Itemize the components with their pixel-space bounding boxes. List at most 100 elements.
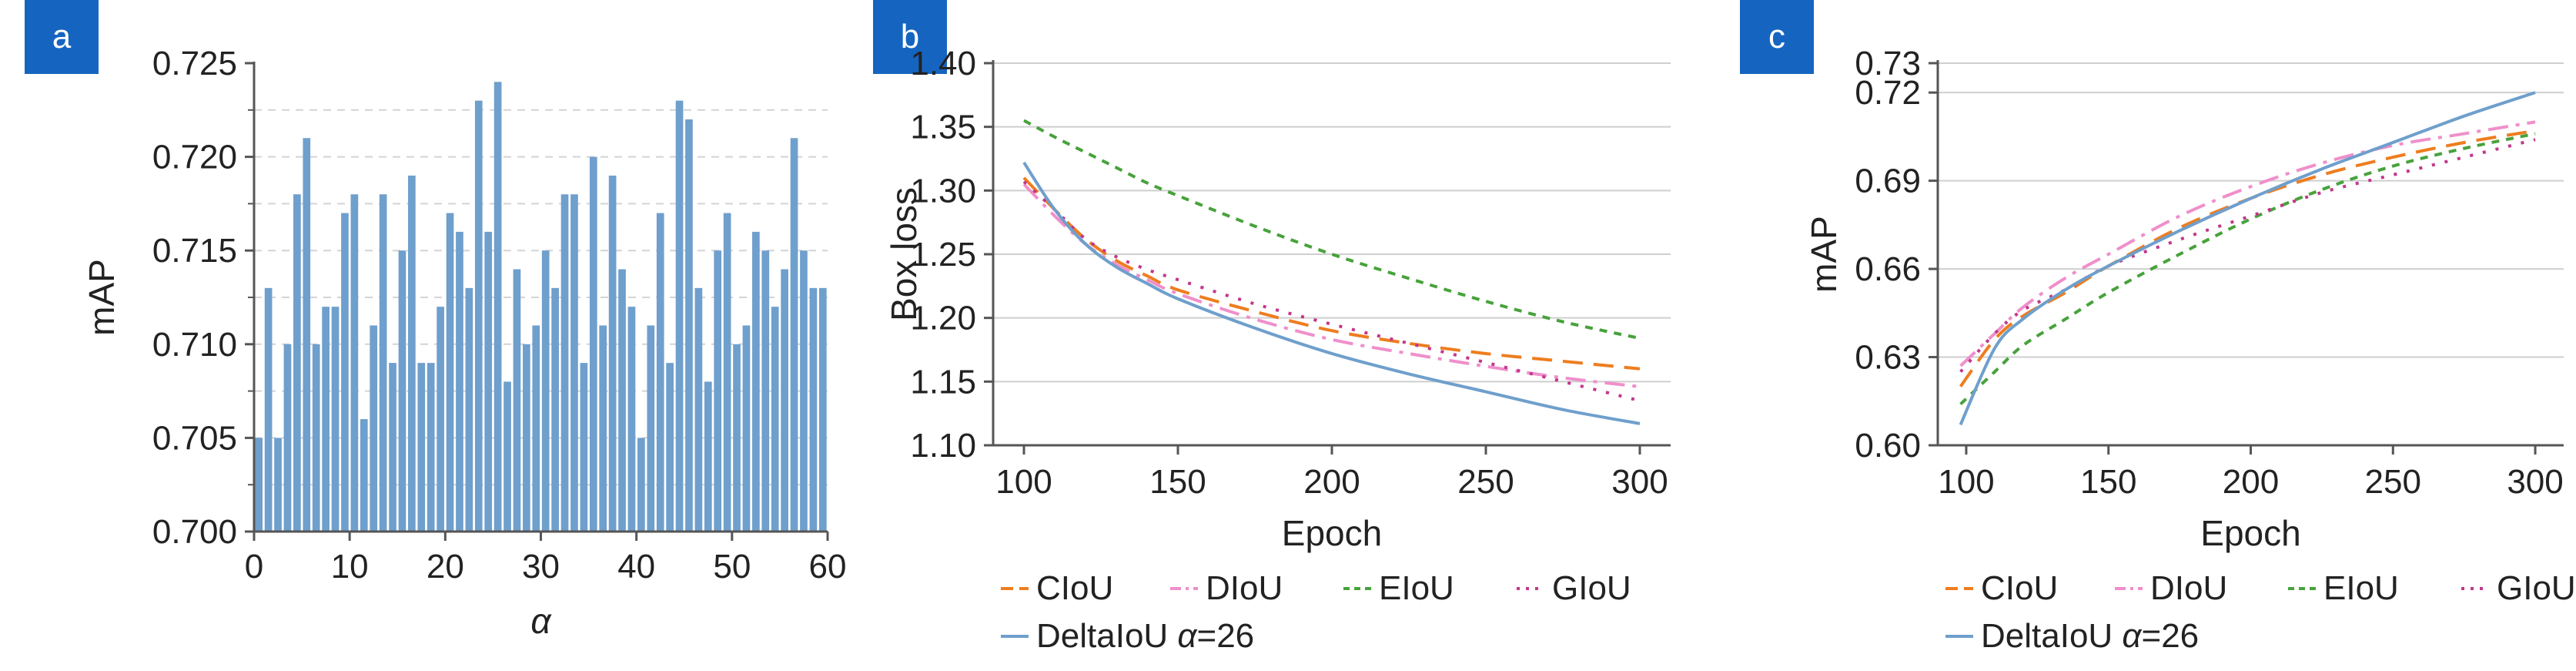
x-tick-label: 250 bbox=[2365, 463, 2421, 501]
series-line-giou bbox=[1959, 138, 2536, 373]
series-line-diou bbox=[1022, 183, 1641, 388]
y-tick-label: 0.69 bbox=[1855, 163, 1921, 200]
legend-label-suffix: =26 bbox=[1197, 617, 1255, 655]
x-tick-label: 30 bbox=[522, 548, 560, 585]
legend-label: DeltaIoU α=26 bbox=[1981, 617, 2199, 655]
bar bbox=[752, 231, 760, 532]
bar bbox=[274, 438, 282, 532]
bar bbox=[293, 194, 301, 532]
series-line-deltaiou bbox=[1959, 91, 2536, 426]
x-tick-label: 150 bbox=[2080, 463, 2136, 501]
x-tick-label: 100 bbox=[1938, 463, 1994, 501]
series-line-ciou bbox=[1022, 176, 1641, 371]
bar bbox=[627, 307, 636, 532]
panel-c: c 0.60 0.63 0.66 0.69 0.72 0.73 100 150 200 250 30… bbox=[1740, 0, 2576, 671]
bar bbox=[456, 231, 463, 532]
legend-label-suffix: =26 bbox=[2142, 617, 2200, 655]
bar bbox=[446, 213, 454, 532]
y-tick-label: 0.705 bbox=[152, 419, 237, 457]
legend-label: DIoU bbox=[2150, 569, 2227, 607]
y-tick-label: 0.60 bbox=[1855, 427, 1921, 465]
bar bbox=[714, 250, 722, 532]
y-tick-label: 1.30 bbox=[910, 172, 976, 210]
y-tick-label: 1.35 bbox=[910, 109, 976, 146]
bar bbox=[408, 175, 416, 532]
legend-label: GIoU bbox=[1552, 569, 1631, 607]
panel-a-tag: a bbox=[25, 0, 99, 74]
bar bbox=[570, 194, 578, 532]
bar bbox=[675, 100, 684, 532]
legend-label: EIoU bbox=[2323, 569, 2399, 607]
x-tick-label: 200 bbox=[2223, 463, 2279, 501]
bar bbox=[532, 325, 540, 532]
y-tick-label: 0.63 bbox=[1855, 339, 1921, 377]
bar bbox=[800, 250, 808, 532]
panel-a: a 0.700 0.705 0.710 0.715 0.720 0.725 0 10 20 30 4… bbox=[0, 0, 862, 671]
bar bbox=[733, 344, 741, 532]
y-tick-label: 1.20 bbox=[910, 300, 976, 337]
y-tick-label: 1.10 bbox=[910, 427, 976, 465]
y-axis-label: mAP bbox=[82, 259, 122, 336]
bar bbox=[264, 287, 273, 532]
bar bbox=[350, 194, 359, 532]
bar bbox=[389, 363, 396, 532]
x-tick-label: 0 bbox=[245, 548, 263, 585]
bar bbox=[360, 419, 368, 532]
bar bbox=[341, 213, 349, 532]
bar bbox=[781, 269, 788, 532]
y-tick-label: 1.40 bbox=[910, 45, 976, 82]
x-tick-label: 200 bbox=[1303, 463, 1360, 501]
panel-c-tag: c bbox=[1740, 0, 1814, 74]
series-line-eiou bbox=[1023, 119, 1641, 341]
bar bbox=[331, 307, 340, 532]
bar bbox=[523, 344, 530, 532]
panel-b: b 1.10 1.15 1.20 1.25 1.30 1.35 1.40 100 150 200 2… bbox=[862, 0, 1740, 671]
bar bbox=[599, 325, 607, 532]
y-tick-label: 0.720 bbox=[152, 139, 237, 176]
bar bbox=[379, 194, 387, 532]
bar bbox=[465, 287, 473, 532]
bar bbox=[580, 363, 588, 532]
x-tick-label: 250 bbox=[1457, 463, 1514, 501]
bar bbox=[303, 138, 311, 532]
y-tick-label: 1.25 bbox=[910, 236, 976, 273]
bar bbox=[417, 363, 426, 532]
legend-label: DIoU bbox=[1206, 569, 1283, 607]
bar bbox=[809, 287, 818, 532]
y-tick-label: 0.72 bbox=[1855, 74, 1921, 112]
x-tick-label: 300 bbox=[1611, 463, 1668, 501]
legend-label: CIoU bbox=[1981, 569, 2058, 607]
y-tick-label: 0.710 bbox=[152, 326, 237, 364]
bar bbox=[503, 381, 511, 532]
bar bbox=[589, 156, 597, 532]
y-tick-label: 0.700 bbox=[152, 513, 237, 551]
bar bbox=[541, 250, 550, 532]
bar bbox=[685, 119, 693, 532]
legend-label: CIoU bbox=[1036, 569, 1113, 607]
bar bbox=[437, 307, 444, 532]
legend-label-alpha: α bbox=[1177, 617, 1198, 655]
bar bbox=[608, 175, 617, 532]
bar bbox=[312, 344, 320, 532]
x-tick-label: 40 bbox=[617, 548, 655, 585]
bar bbox=[818, 287, 827, 532]
y-tick-label: 1.15 bbox=[910, 363, 976, 401]
x-tick-label: 10 bbox=[331, 548, 369, 585]
bar bbox=[398, 250, 406, 532]
bar bbox=[255, 438, 263, 532]
x-axis-label: Epoch bbox=[1282, 513, 1382, 553]
legend-label: DeltaIoU α=26 bbox=[1036, 617, 1254, 655]
series-line-diou bbox=[1959, 120, 2536, 367]
x-tick-label: 20 bbox=[427, 548, 464, 585]
x-tick-label: 60 bbox=[809, 548, 847, 585]
legend-label: EIoU bbox=[1379, 569, 1454, 607]
bar bbox=[647, 325, 655, 532]
x-tick-label: 100 bbox=[995, 463, 1052, 501]
bar bbox=[560, 194, 569, 532]
bar bbox=[656, 213, 664, 532]
x-axis-label: Epoch bbox=[2200, 513, 2300, 553]
panel-b-tag: b bbox=[873, 0, 947, 74]
series-line-deltaiou bbox=[1022, 161, 1641, 425]
bar bbox=[283, 344, 292, 532]
chart-b: 1.10 1.15 1.20 1.25 1.30 1.35 1.40 100 150 200 250… bbox=[884, 45, 1671, 655]
